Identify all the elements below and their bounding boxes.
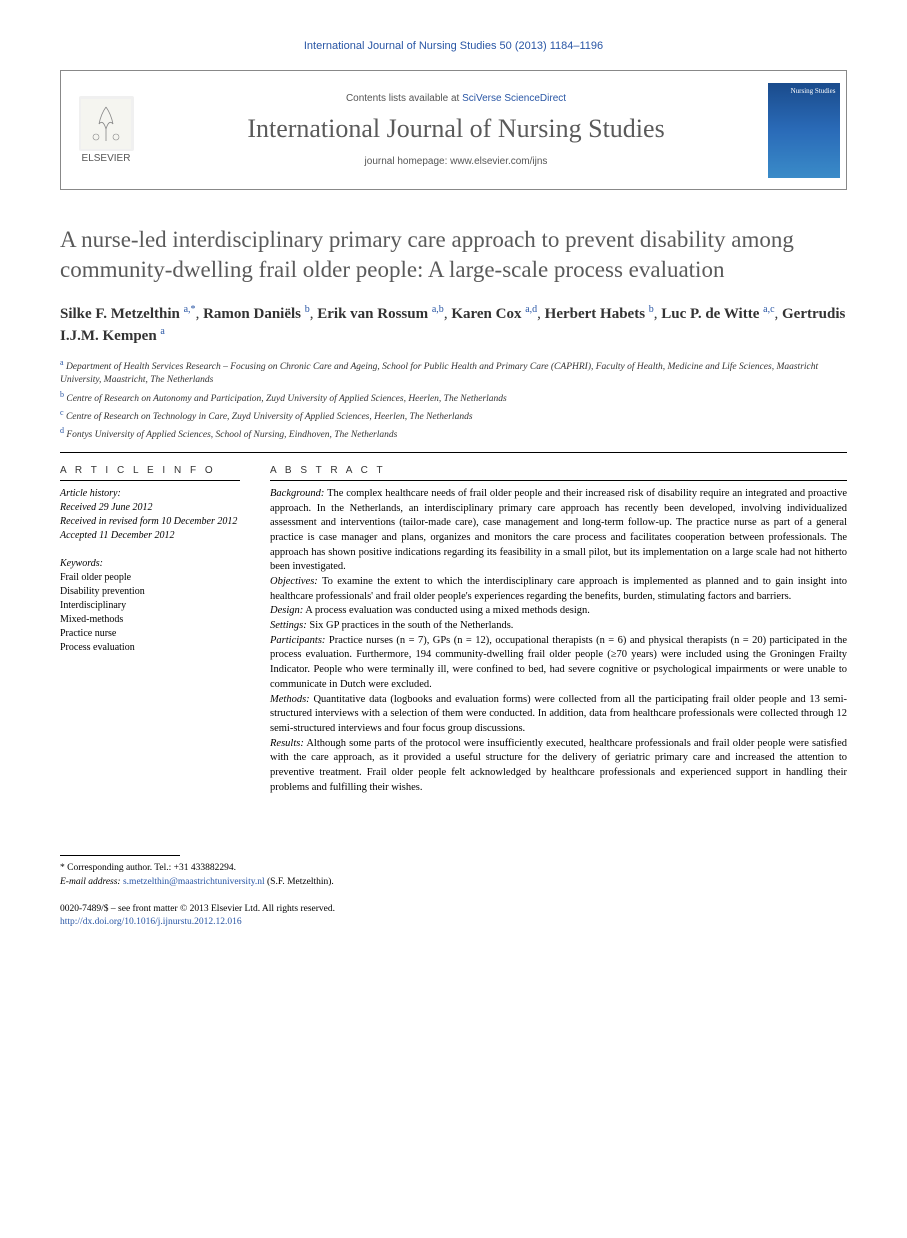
history-line: Accepted 11 December 2012 [60,529,240,543]
affiliation-line: d Fontys University of Applied Sciences,… [60,425,847,442]
running-head: International Journal of Nursing Studies… [60,40,847,52]
journal-name: International Journal of Nursing Studies [247,114,664,144]
corr-label: Corresponding author. Tel.: +31 43388229… [67,863,236,873]
abstract-segment: Background: The complex healthcare needs… [270,487,847,575]
abstract-segment-text: The complex healthcare needs of frail ol… [270,488,847,572]
homepage-prefix: journal homepage: [365,156,451,167]
keyword-item: Disability prevention [60,585,240,599]
keywords-label: Keywords: [60,557,240,571]
abstract-segment: Design: A process evaluation was conduct… [270,604,847,619]
keyword-item: Interdisciplinary [60,599,240,613]
abstract-segment-text: A process evaluation was conducted using… [303,605,590,616]
keyword-item: Practice nurse [60,627,240,641]
abstract-segment-text: Practice nurses (n = 7), GPs (n = 12), o… [270,635,847,690]
affiliation-line: a Department of Health Services Research… [60,357,847,388]
abstract-column: A B S T R A C T Background: The complex … [270,465,847,795]
keyword-item: Frail older people [60,571,240,585]
footnote-rule [60,855,180,856]
abstract-segment: Methods: Quantitative data (logbooks and… [270,693,847,737]
journal-cover-thumbnail: Nursing Studies [768,83,840,178]
email-label: E-mail address: [60,877,121,887]
keyword-item: Process evaluation [60,641,240,655]
sciencedirect-link[interactable]: SciVerse ScienceDirect [462,93,566,104]
masthead: ELSEVIER Contents lists available at Sci… [60,70,847,190]
contents-availability: Contents lists available at SciVerse Sci… [346,93,566,104]
abstract-segment-label: Objectives: [270,576,318,587]
contents-prefix: Contents lists available at [346,93,462,104]
abstract-segment-text: Six GP practices in the south of the Net… [307,620,514,631]
abstract-segment-label: Settings: [270,620,307,631]
article-info-heading: A R T I C L E I N F O [60,465,240,481]
elsevier-tree-icon [79,96,134,151]
abstract-heading: A B S T R A C T [270,465,847,481]
abstract-segment-label: Methods: [270,694,310,705]
masthead-center: Contents lists available at SciVerse Sci… [151,71,761,189]
affiliation-line: c Centre of Research on Technology in Ca… [60,407,847,424]
corresponding-author-block: * Corresponding author. Tel.: +31 433882… [60,862,847,889]
doi-link[interactable]: http://dx.doi.org/10.1016/j.ijnurstu.201… [60,917,242,927]
affiliations-block: a Department of Health Services Research… [60,357,847,453]
history-line: Received 29 June 2012 [60,501,240,515]
corr-email-link[interactable]: s.metzelthin@maastrichtuniversity.nl [123,877,265,887]
abstract-segment-text: To examine the extent to which the inter… [270,576,847,602]
abstract-segment-label: Design: [270,605,303,616]
copyright-block: 0020-7489/$ – see front matter © 2013 El… [60,903,847,930]
abstract-segment: Settings: Six GP practices in the south … [270,619,847,634]
page-root: International Journal of Nursing Studies… [0,0,907,970]
article-title: A nurse-led interdisciplinary primary ca… [60,225,847,285]
abstract-segment: Participants: Practice nurses (n = 7), G… [270,634,847,693]
corr-name-suffix: (S.F. Metzelthin). [267,877,334,887]
publisher-block: ELSEVIER [61,71,151,189]
history-line: Received in revised form 10 December 201… [60,515,240,529]
abstract-segment-label: Background: [270,488,324,499]
cover-thumb-container: Nursing Studies [761,71,846,189]
article-info-column: A R T I C L E I N F O Article history: R… [60,465,240,795]
abstract-segment-text: Quantitative data (logbooks and evaluati… [270,694,847,734]
corr-star: * [60,863,65,873]
abstract-body: Background: The complex healthcare needs… [270,487,847,795]
keywords-block: Keywords: Frail older peopleDisability p… [60,557,240,655]
affiliation-line: b Centre of Research on Autonomy and Par… [60,389,847,406]
abstract-segment-label: Participants: [270,635,325,646]
keyword-item: Mixed-methods [60,613,240,627]
author-list: Silke F. Metzelthin a,*, Ramon Daniëls b… [60,303,847,347]
journal-homepage: journal homepage: www.elsevier.com/ijns [365,156,548,167]
history-label: Article history: [60,487,240,501]
homepage-url[interactable]: www.elsevier.com/ijns [450,156,547,167]
article-history: Article history: Received 29 June 2012Re… [60,487,240,543]
publisher-label: ELSEVIER [82,153,131,164]
abstract-segment: Results: Although some parts of the prot… [270,737,847,796]
info-abstract-row: A R T I C L E I N F O Article history: R… [60,465,847,795]
abstract-segment-label: Results: [270,738,304,749]
abstract-segment-text: Although some parts of the protocol were… [270,738,847,793]
abstract-segment: Objectives: To examine the extent to whi… [270,575,847,604]
issn-line: 0020-7489/$ – see front matter © 2013 El… [60,903,847,916]
